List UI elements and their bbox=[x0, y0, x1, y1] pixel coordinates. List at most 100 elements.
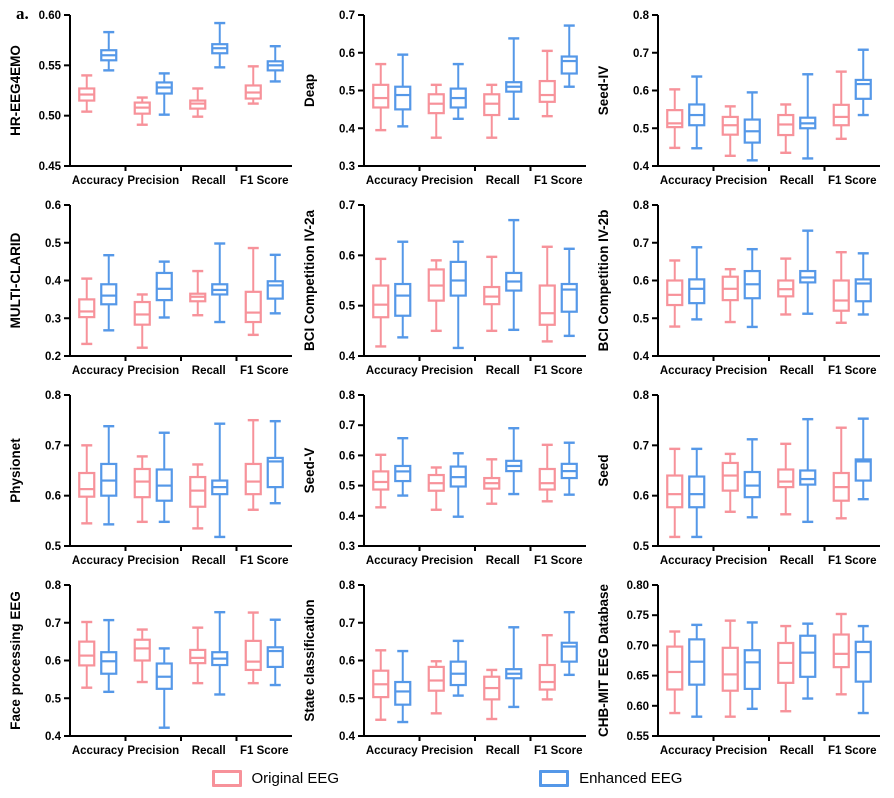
box-original-precision bbox=[721, 452, 739, 513]
x-category-label: Accuracy bbox=[366, 175, 418, 187]
box-enhanced-precision bbox=[449, 62, 467, 121]
y-tick-label: 0.4 bbox=[633, 351, 650, 363]
boxplot-svg-seed: 0.5 0.6 0.7 0.8 Seed Accuracy Precision Recall F… bbox=[596, 390, 880, 567]
boxplot-svg-seed-iv: 0.4 0.5 0.6 0.7 0.8 Seed-IV Accuracy Precision R… bbox=[596, 10, 880, 187]
x-category-label: F1 Score bbox=[828, 365, 877, 377]
box-original-precision bbox=[721, 267, 739, 324]
legend: Original EEG Enhanced EEG bbox=[0, 770, 894, 787]
y-tick-label: 0.55 bbox=[627, 731, 650, 743]
y-tick-label: 0.8 bbox=[45, 390, 62, 402]
box-enhanced-precision bbox=[155, 431, 173, 524]
box-enhanced-recall bbox=[505, 427, 523, 496]
y-tick-label: 0.5 bbox=[339, 301, 356, 313]
box-enhanced-f1-score bbox=[266, 618, 284, 687]
box-enhanced-precision bbox=[155, 647, 173, 729]
legend-entry-enhanced: Enhanced EEG bbox=[539, 770, 682, 787]
box-enhanced-precision bbox=[743, 438, 761, 519]
box-original-f1-score bbox=[832, 70, 850, 141]
legend-label-original: Original EEG bbox=[251, 770, 340, 787]
x-category-label: Precision bbox=[421, 175, 473, 187]
box-original-f1-score bbox=[538, 443, 556, 503]
x-category-label: Precision bbox=[715, 555, 767, 567]
x-category-label: F1 Score bbox=[534, 745, 583, 757]
x-category-label: Recall bbox=[486, 175, 520, 187]
boxplot-svg-bci-competition-iv-2b: 0.4 0.5 0.6 0.7 0.8 BCI Competition IV-2b Accu… bbox=[596, 200, 880, 377]
box-original-f1-score bbox=[832, 250, 850, 324]
box-enhanced-precision bbox=[743, 621, 761, 711]
box-original-recall bbox=[483, 83, 501, 139]
y-tick-label: 0.45 bbox=[39, 161, 62, 173]
y-tick-label: 0.6 bbox=[45, 656, 61, 668]
box-original-accuracy bbox=[372, 62, 390, 132]
box-original-precision bbox=[427, 259, 445, 333]
chart-physionet: 0.5 0.6 0.7 0.8 Physionet Accuracy Precision Re… bbox=[6, 386, 300, 576]
chart-chb-mit-eeg-database: 0.55 0.60 0.65 0.70 0.75 0.80 CHB-MIT EEG Data… bbox=[594, 576, 888, 766]
y-tick-label: 0.4 bbox=[339, 123, 356, 135]
chart-bci-competition-iv-2b: 0.4 0.5 0.6 0.7 0.8 BCI Competition IV-2b Accu… bbox=[594, 196, 888, 386]
y-tick-label: 0.7 bbox=[633, 440, 649, 452]
box-enhanced-accuracy bbox=[100, 618, 118, 694]
x-category-label: Precision bbox=[127, 555, 179, 567]
box-enhanced-accuracy bbox=[394, 240, 412, 339]
y-tick-label: 0.7 bbox=[339, 420, 355, 432]
x-category-label: F1 Score bbox=[828, 175, 877, 187]
box-enhanced-f1-score bbox=[854, 624, 872, 715]
y-tick-label: 0.5 bbox=[45, 238, 62, 250]
x-category-label: Accuracy bbox=[72, 175, 124, 187]
y-tick-label: 0.7 bbox=[339, 200, 355, 212]
box-original-precision bbox=[721, 105, 739, 158]
box-original-accuracy bbox=[78, 74, 96, 113]
x-category-label: Recall bbox=[486, 365, 520, 377]
box-original-precision bbox=[133, 96, 151, 126]
box-enhanced-accuracy bbox=[100, 425, 118, 526]
x-category-label: Recall bbox=[780, 745, 814, 757]
box-enhanced-f1-score bbox=[266, 45, 284, 83]
box-original-f1-score bbox=[832, 612, 850, 696]
x-category-label: Precision bbox=[715, 745, 767, 757]
chart-state-classification: 0.4 0.5 0.6 0.7 0.8 State classification Accur… bbox=[300, 576, 594, 766]
y-axis-title: Deap bbox=[302, 74, 317, 107]
box-enhanced-accuracy bbox=[688, 75, 706, 150]
box-enhanced-recall bbox=[505, 37, 523, 121]
y-tick-label: 0.50 bbox=[39, 111, 61, 123]
boxplot-svg-deap: 0.3 0.4 0.5 0.6 0.7 Deap Accuracy Precision Reca… bbox=[302, 10, 586, 187]
y-tick-label: 0.4 bbox=[633, 161, 650, 173]
chart-deap: 0.3 0.4 0.5 0.6 0.7 Deap Accuracy Precision Reca… bbox=[300, 6, 594, 196]
x-category-label: Accuracy bbox=[660, 745, 712, 757]
box-enhanced-precision bbox=[449, 240, 467, 350]
x-category-label: F1 Score bbox=[534, 365, 583, 377]
box-original-precision bbox=[427, 466, 445, 511]
y-tick-label: 0.7 bbox=[633, 238, 649, 250]
x-category-label: F1 Score bbox=[240, 555, 289, 567]
box-original-accuracy bbox=[78, 277, 96, 346]
y-tick-label: 0.6 bbox=[633, 86, 649, 98]
box-original-f1-score bbox=[538, 245, 556, 343]
box-enhanced-precision bbox=[449, 452, 467, 518]
y-tick-label: 0.6 bbox=[45, 200, 61, 212]
y-tick-label: 0.3 bbox=[339, 161, 355, 173]
y-tick-label: 0.7 bbox=[45, 618, 61, 630]
y-tick-label: 0.5 bbox=[45, 693, 62, 705]
x-category-label: Accuracy bbox=[366, 555, 418, 567]
box-enhanced-f1-score bbox=[854, 252, 872, 316]
y-tick-label: 0.3 bbox=[339, 541, 355, 553]
box-original-accuracy bbox=[372, 453, 390, 509]
box-enhanced-recall bbox=[505, 626, 523, 709]
x-category-label: Accuracy bbox=[366, 365, 418, 377]
y-tick-label: 0.8 bbox=[339, 390, 356, 402]
panel-label: a. bbox=[16, 4, 29, 23]
box-enhanced-accuracy bbox=[394, 53, 412, 128]
y-tick-label: 0.6 bbox=[45, 491, 61, 503]
x-category-label: Precision bbox=[715, 365, 767, 377]
y-tick-label: 0.6 bbox=[339, 656, 355, 668]
y-axis-title: Seed bbox=[596, 454, 611, 486]
charts-grid: 0.45 0.50 0.55 0.60 HR-EEG4EMO Accuracy Precis… bbox=[6, 6, 888, 766]
boxplot-svg-state-classification: 0.4 0.5 0.6 0.7 0.8 State classification Accur… bbox=[302, 580, 586, 757]
y-tick-label: 0.70 bbox=[627, 640, 649, 652]
x-category-label: F1 Score bbox=[828, 745, 877, 757]
x-category-label: Precision bbox=[421, 365, 473, 377]
y-tick-label: 0.4 bbox=[339, 731, 356, 743]
y-tick-label: 0.65 bbox=[627, 671, 650, 683]
y-tick-label: 0.6 bbox=[633, 276, 649, 288]
y-tick-label: 0.7 bbox=[633, 48, 649, 60]
